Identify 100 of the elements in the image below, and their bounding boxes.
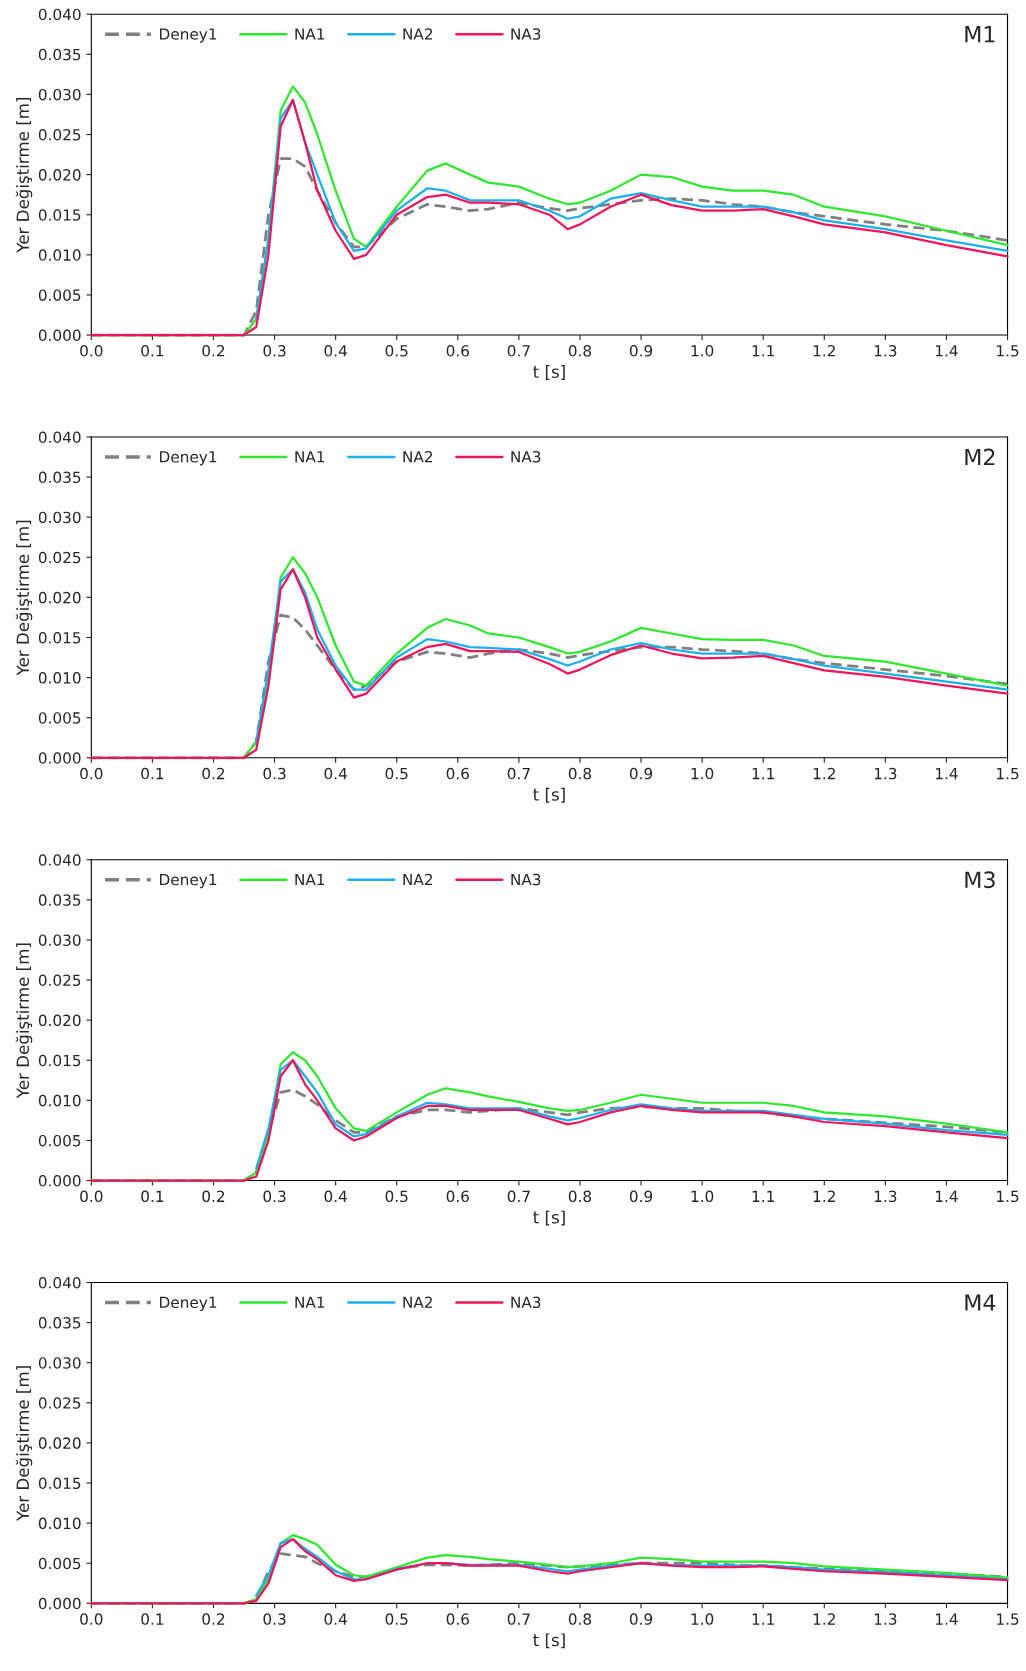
y-tick-label: 0.025 — [38, 1397, 81, 1409]
line-series — [255, 1059, 1009, 1170]
x-tick-label: 1.3 — [874, 1613, 897, 1625]
x-tick-label: 0.6 — [446, 1613, 469, 1625]
x-axis-title: t [s] — [533, 1210, 565, 1226]
x-axis-title: t [s] — [533, 787, 565, 803]
legend-label: NA1 — [295, 1296, 325, 1308]
y-tick-label: 0.030 — [38, 88, 81, 101]
x-tick-label: 0.5 — [385, 1613, 408, 1625]
legend-label: NA2 — [403, 1296, 432, 1308]
y-tick-label: 0.010 — [38, 1517, 81, 1530]
y-tick-label: 0.015 — [38, 1054, 81, 1067]
y-axis-title: Yer Değiştirme [m] — [15, 943, 33, 1099]
y-tick-label: 0.015 — [38, 1477, 81, 1490]
x-tick-label: 0.4 — [324, 767, 347, 780]
legend-label: NA3 — [511, 1296, 541, 1309]
x-tick-label: 0.1 — [141, 767, 164, 780]
x-tick-label: 0.2 — [202, 767, 225, 780]
y-axis-title: Yer Değiştirme [m] — [15, 520, 33, 676]
y-tick-label: 0.015 — [38, 209, 81, 221]
y-tick-label: 0.030 — [38, 511, 81, 524]
x-tick-label: 1.5 — [997, 767, 1019, 780]
y-axis-title: Yer Değiştirme [m] — [15, 1366, 33, 1521]
x-tick-label: 1.0 — [691, 345, 714, 357]
y-tick-label: 0.005 — [38, 712, 81, 724]
y-tick-label: 0.040 — [38, 431, 81, 443]
x-tick-label: 0.9 — [629, 1190, 653, 1203]
x-tick-label: 1.3 — [874, 1190, 897, 1203]
y-tick-label: 0.030 — [38, 1357, 81, 1369]
x-tick-label: 1.4 — [935, 1190, 958, 1202]
x-tick-label: 1.0 — [691, 767, 714, 780]
chart-title: M2 — [965, 448, 995, 466]
x-tick-label: 1.0 — [691, 1190, 714, 1203]
x-tick-label: 0.0 — [80, 1190, 103, 1203]
x-tick-label: 1.3 — [874, 345, 897, 357]
y-tick-label: 0.035 — [38, 48, 81, 61]
y-tick-label: 0.025 — [38, 551, 81, 564]
x-tick-label: 0.6 — [446, 345, 469, 357]
x-tick-label: 0.0 — [80, 767, 103, 780]
y-tick-label: 0.015 — [38, 631, 81, 644]
legend-label: NA1 — [295, 28, 325, 40]
y-tick-label: 0.010 — [38, 672, 81, 684]
x-tick-label: 0.4 — [324, 1190, 347, 1203]
chart-title: M4 — [965, 1294, 996, 1311]
y-tick-label: 0.035 — [38, 1317, 81, 1329]
x-tick-label: 1.1 — [752, 1613, 774, 1625]
x-tick-label: 1.3 — [874, 767, 897, 780]
x-tick-label: 1.2 — [813, 345, 835, 357]
x-tick-label: 0.7 — [507, 767, 530, 780]
y-tick-label: 0.030 — [38, 934, 81, 946]
x-tick-label: 0.5 — [385, 1190, 408, 1203]
line-series — [255, 1538, 1009, 1597]
y-tick-label: 0.020 — [38, 591, 81, 604]
x-tick-label: 1.0 — [691, 1613, 714, 1625]
x-tick-label: 0.8 — [568, 767, 592, 780]
y-tick-label: 0.020 — [38, 1437, 81, 1449]
y-tick-label: 0.040 — [38, 854, 81, 866]
x-tick-label: 0.1 — [141, 345, 164, 357]
y-tick-label: 0.020 — [38, 169, 81, 181]
legend-label: Deney1 — [160, 451, 217, 466]
legend-label: Deney1 — [160, 873, 217, 889]
x-tick-label: 1.5 — [997, 1613, 1019, 1625]
chart-title: M1 — [965, 26, 995, 43]
x-tick-label: 0.9 — [629, 1613, 653, 1625]
x-tick-label: 1.2 — [813, 1613, 835, 1625]
x-tick-label: 1.5 — [997, 1190, 1019, 1203]
y-tick-label: 0.025 — [38, 128, 81, 141]
y-tick-label: 0.025 — [38, 974, 81, 987]
x-tick-label: 0.7 — [507, 1613, 530, 1625]
x-tick-label: 0.1 — [141, 1190, 164, 1203]
x-tick-label: 0.0 — [80, 1613, 103, 1625]
y-tick-label: 0.035 — [38, 471, 81, 484]
x-tick-label: 1.4 — [935, 767, 958, 780]
x-tick-label: 0.2 — [202, 345, 225, 357]
y-tick-label: 0.010 — [38, 1094, 81, 1107]
x-tick-label: 1.4 — [935, 345, 958, 357]
x-tick-label: 0.8 — [568, 345, 592, 357]
x-tick-label: 0.8 — [568, 1190, 592, 1203]
legend-label: NA3 — [511, 873, 541, 886]
y-tick-label: 0.005 — [38, 1134, 81, 1147]
x-axis-title: t [s] — [533, 1633, 565, 1649]
x-tick-label: 1.5 — [997, 345, 1019, 357]
y-tick-label: 0.035 — [38, 894, 81, 906]
x-tick-label: 1.2 — [813, 767, 835, 780]
legend-label: NA3 — [511, 450, 541, 463]
x-tick-label: 1.1 — [752, 345, 774, 357]
x-tick-label: 0.3 — [263, 767, 286, 780]
x-tick-label: 0.4 — [324, 1613, 347, 1625]
x-tick-label: 0.4 — [324, 345, 347, 357]
y-tick-label: 0.040 — [38, 1276, 81, 1289]
line-series — [255, 568, 1009, 743]
x-tick-label: 1.1 — [752, 767, 774, 780]
legend-label: Deney1 — [160, 1296, 217, 1312]
legend-label: Deney1 — [160, 28, 217, 43]
x-tick-label: 0.9 — [629, 767, 653, 780]
x-tick-label: 0.0 — [80, 345, 103, 357]
y-tick-label: 0.005 — [38, 1557, 81, 1570]
y-tick-label: 0.005 — [38, 289, 81, 301]
x-tick-label: 1.1 — [752, 1190, 774, 1202]
x-tick-label: 0.3 — [263, 1613, 286, 1625]
